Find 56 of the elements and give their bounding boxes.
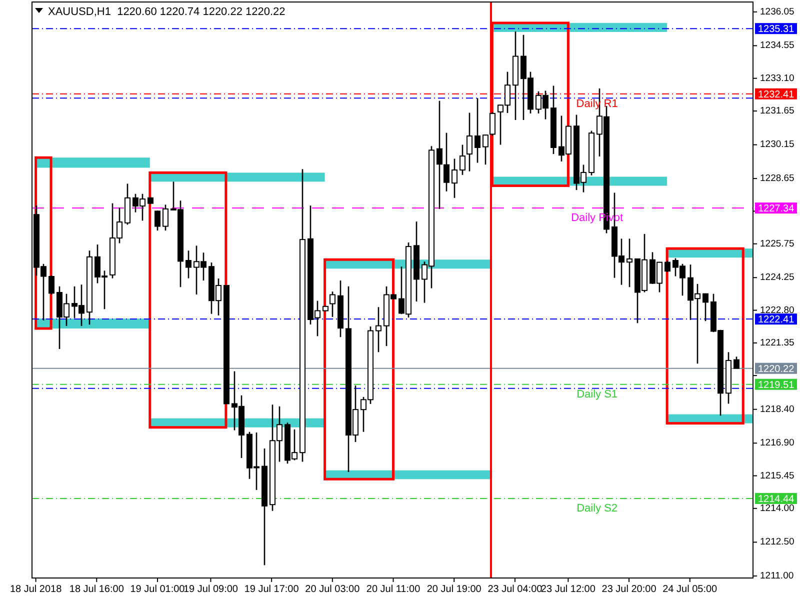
y-tick-label: 1236.05 — [760, 6, 794, 18]
y-tick-label: 1234.55 — [760, 40, 794, 52]
y-tick-label: 1215.45 — [760, 470, 794, 482]
candlestick — [460, 144, 466, 176]
candlestick — [48, 274, 54, 296]
y-tick-label: 1222.80 — [760, 304, 794, 316]
candlestick — [162, 204, 168, 232]
candlestick — [376, 306, 382, 353]
ref-line-label: 1219.51 — [758, 380, 795, 391]
y-tick-label: 1216.90 — [760, 438, 794, 449]
candlestick — [664, 260, 670, 273]
y-tick-label: 1212.50 — [760, 536, 794, 548]
ref-line-label: 1235.31 — [758, 24, 795, 36]
candlestick — [482, 134, 488, 166]
candlestick — [436, 100, 442, 210]
x-tick-label: 20 Jul 19:00 — [426, 584, 482, 596]
annotation: Daily S1 — [576, 388, 618, 400]
y-tick-label: 1218.40 — [760, 404, 794, 415]
candlestick — [444, 132, 450, 192]
x-tick-label: 24 Jul 05:00 — [662, 584, 718, 596]
y-tick-label: 1214.00 — [760, 502, 794, 514]
candlestick — [626, 238, 632, 288]
x-tick-label: 18 Jul 16:00 — [69, 584, 124, 596]
x-tick-label: 18 Jul 2018 — [10, 584, 62, 596]
x-tick-label: 23 Jul 20:00 — [602, 584, 657, 596]
ref-line-label: 1227.34 — [758, 204, 795, 215]
ref-line-label: 1214.44 — [758, 494, 795, 506]
x-tick-label: 23 Jul 04:00 — [488, 584, 543, 596]
y-tick-label: 1225.75 — [760, 238, 794, 250]
candlestick — [466, 112, 472, 172]
candlestick — [330, 290, 336, 318]
x-tick-label: 20 Jul 03:00 — [305, 584, 360, 596]
ref-line-label: 1222.41 — [758, 314, 795, 326]
ref-line-label: 1220.22 — [758, 364, 795, 375]
y-tick-label: 1211.00 — [760, 570, 794, 582]
y-tick-label: 1228.65 — [760, 173, 794, 184]
candlestick — [154, 210, 160, 232]
x-tick-label: 19 Jul 09:00 — [183, 584, 238, 596]
candlestick — [734, 356, 740, 370]
y-tick-label: 1221.35 — [760, 337, 794, 348]
x-tick-label: 19 Jul 17:00 — [244, 584, 300, 596]
ref-line-label: 1232.41 — [758, 89, 795, 100]
candlestick — [490, 111, 496, 136]
x-tick-label: 19 Jul 01:00 — [130, 584, 186, 596]
candlestick — [474, 98, 480, 164]
candlestick — [452, 158, 458, 199]
annotation: Daily S2 — [576, 502, 618, 515]
candlestick — [186, 250, 192, 279]
x-tick-label: 23 Jul 12:00 — [540, 584, 596, 596]
y-tick-label: 1224.25 — [760, 272, 794, 284]
chart-title: XAUUSD,H1 1220.60 1220.74 1220.22 1220.22 — [48, 6, 286, 18]
y-tick-label: 1230.15 — [760, 139, 794, 150]
candlestick — [702, 292, 708, 322]
x-tick-label: 20 Jul 11:00 — [366, 584, 421, 596]
y-tick-label: 1233.10 — [760, 72, 794, 84]
y-tick-label: 1231.65 — [760, 105, 794, 116]
